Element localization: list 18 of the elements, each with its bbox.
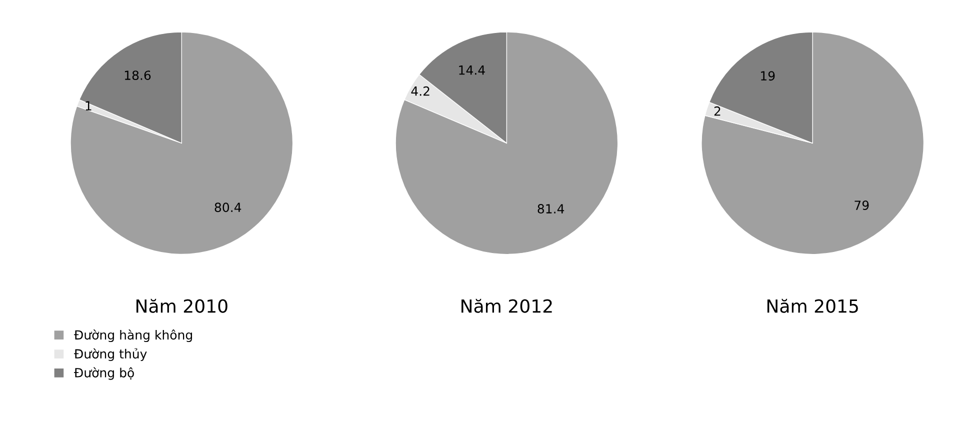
- legend-label: Đường bộ: [74, 367, 134, 380]
- data-label: 81.4: [538, 204, 564, 214]
- data-label: 4.2: [411, 86, 430, 96]
- pie-slice: [395, 32, 618, 255]
- data-label: 2: [714, 106, 720, 116]
- legend-label: Đường thủy: [74, 348, 147, 362]
- text: Năm 2015: [767, 298, 858, 313]
- legend-label: Đường hàng không: [74, 329, 192, 342]
- pie-slice: [70, 32, 294, 255]
- data-label: 19: [761, 71, 775, 81]
- data-label: 1: [86, 101, 92, 110]
- pie-slice: [701, 32, 924, 255]
- data-label: 14.4: [459, 66, 485, 75]
- data-label: 80.4: [214, 202, 242, 212]
- data-label: 79: [854, 200, 869, 210]
- data-label: 18.6: [124, 70, 151, 80]
- text: Năm 2012: [462, 298, 552, 313]
- text: Năm 2010: [136, 298, 228, 313]
